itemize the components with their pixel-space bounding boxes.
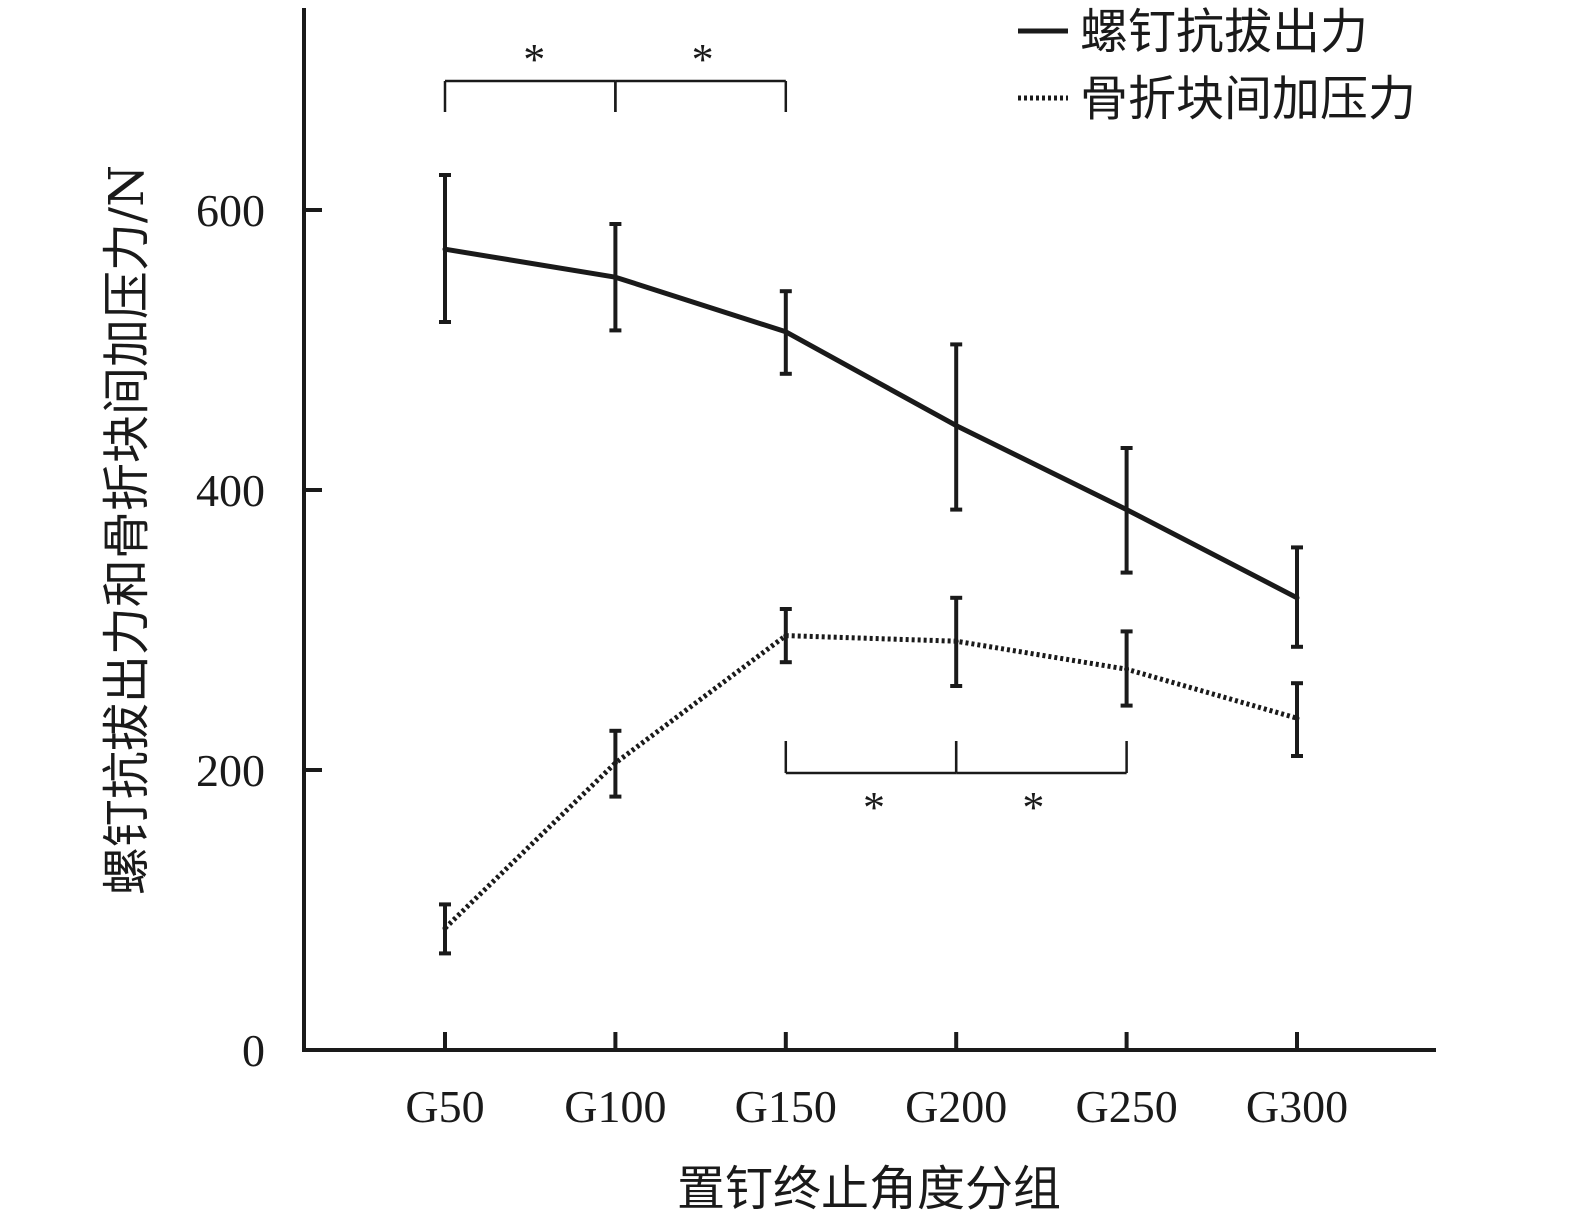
y-tick-label: 0 <box>242 1025 265 1076</box>
significance-star: * <box>863 783 885 832</box>
data-point <box>953 638 959 644</box>
significance-star: * <box>1022 783 1044 832</box>
data-point <box>612 760 618 766</box>
legend-label: 骨折块间加压力 <box>1080 71 1416 127</box>
x-tick-label: G200 <box>905 1081 1007 1132</box>
series-2 <box>439 595 1303 956</box>
x-tick-label: G250 <box>1075 1081 1177 1132</box>
significance-bracket: * <box>443 35 617 112</box>
data-point <box>442 925 448 931</box>
data-point <box>1124 507 1130 513</box>
x-axis-title: 置钉终止角度分组 <box>677 1161 1061 1217</box>
data-point <box>783 329 789 335</box>
significance-brackets: * * * * <box>443 35 1128 832</box>
legend-item: 螺钉抗拔出力 <box>1018 4 1368 60</box>
data-point <box>1294 715 1300 721</box>
significance-bracket: * <box>784 741 958 832</box>
series-1 <box>439 173 1303 649</box>
data-point <box>1124 666 1130 672</box>
legend-label: 螺钉抗拔出力 <box>1080 4 1368 60</box>
series-layer <box>439 173 1303 956</box>
axes <box>302 8 1436 1052</box>
x-tick-label: G50 <box>405 1081 484 1132</box>
x-tick-label: G150 <box>735 1081 837 1132</box>
data-point <box>1294 595 1300 601</box>
x-tick-label: G100 <box>564 1081 666 1132</box>
significance-star: * <box>692 35 714 84</box>
legend-item: 骨折块间加压力 <box>1018 71 1416 127</box>
y-tick-label: 400 <box>196 465 265 516</box>
series-line <box>444 246 1299 601</box>
y-ticks: 0 200 400 600 <box>196 185 322 1076</box>
x-tick-label: G300 <box>1246 1081 1348 1132</box>
data-point <box>612 274 618 280</box>
series-line <box>443 633 1298 930</box>
data-point <box>442 246 448 252</box>
significance-bracket: * <box>614 35 788 112</box>
significance-bracket: * <box>954 741 1128 832</box>
significance-star: * <box>523 35 545 84</box>
data-point <box>953 423 959 429</box>
y-tick-label: 600 <box>196 185 265 236</box>
data-point <box>783 633 789 639</box>
x-ticks: G50 G100 G150 G200 G250 G300 <box>405 1032 1348 1132</box>
y-tick-label: 200 <box>196 745 265 796</box>
y-axis-title: 螺钉抗拔出力和骨折块间加压力/N <box>99 165 155 895</box>
